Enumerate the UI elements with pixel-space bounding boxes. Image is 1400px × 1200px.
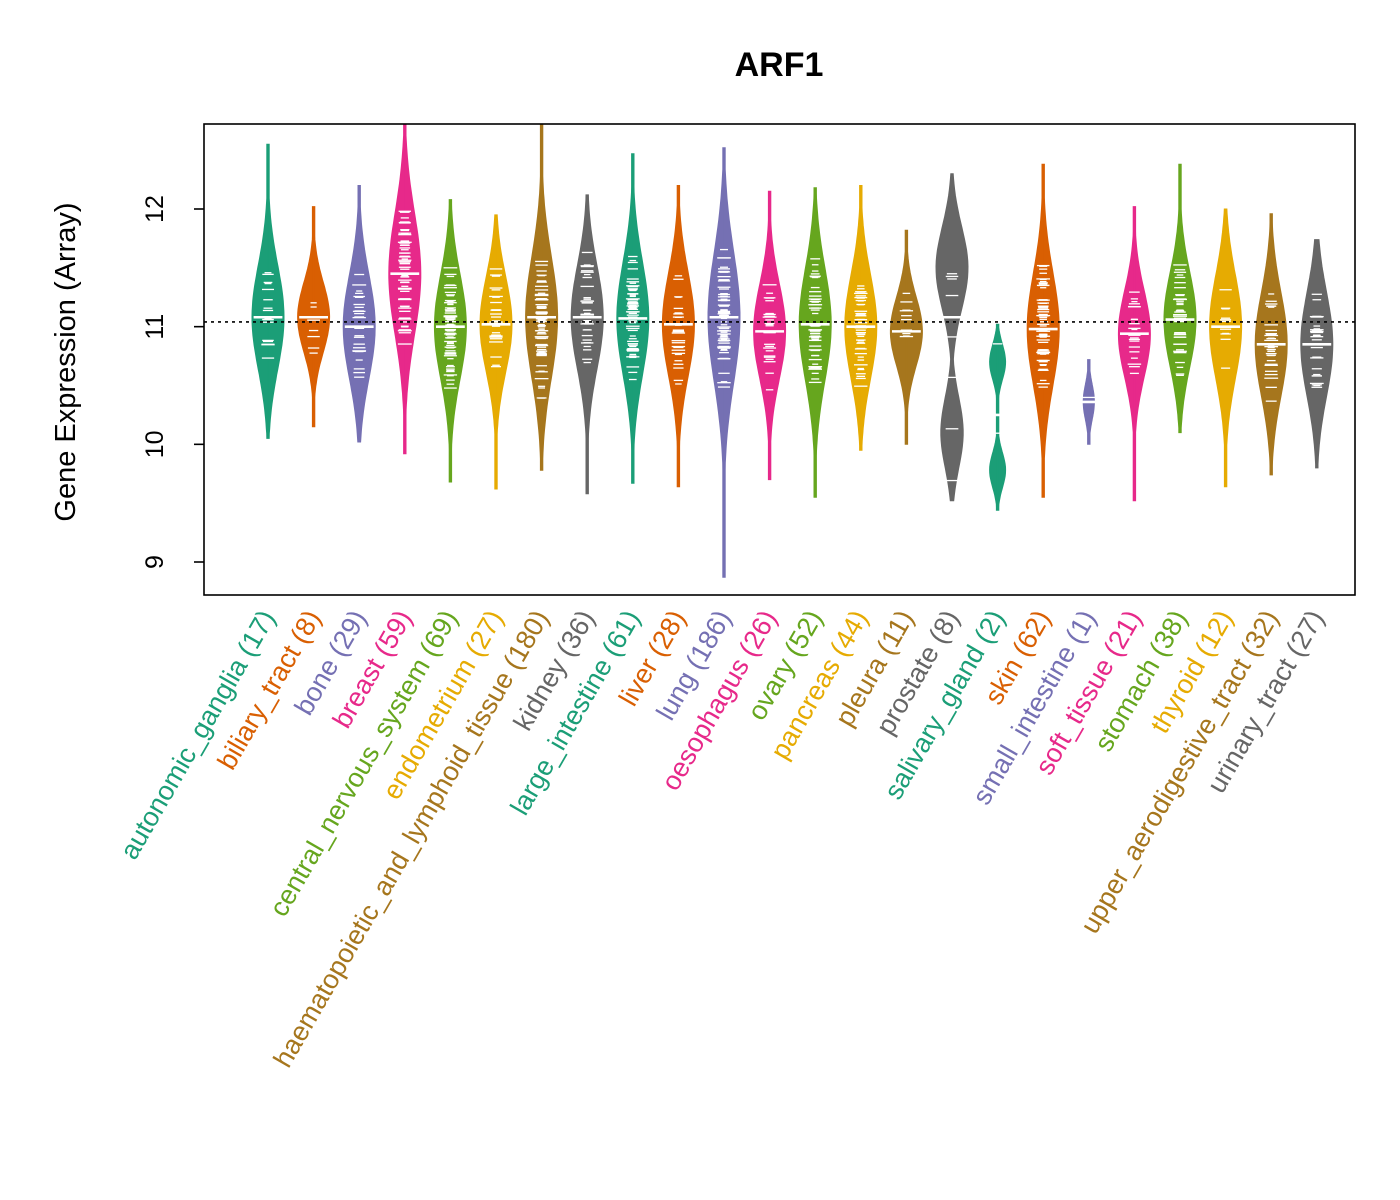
x-axis-category-labels: autonomic_ganglia (17)biliary_tract (8)b… — [114, 605, 1330, 1072]
violin-liver — [661, 185, 695, 488]
y-tick-label: 11 — [141, 314, 169, 340]
violin-breast — [388, 123, 422, 455]
y-axis-label: Gene Expression (Array) — [50, 202, 82, 521]
violin-skin — [1026, 163, 1060, 498]
violin-stomach — [1163, 163, 1197, 434]
violin-pancreas — [844, 185, 878, 451]
violin-central_nervous_system — [433, 199, 467, 483]
plot-frame — [203, 123, 1356, 596]
violin-lung — [707, 147, 741, 578]
violin-prostate — [935, 173, 969, 502]
violin-biliary_tract — [297, 206, 331, 428]
violin-oesophagus — [753, 190, 787, 481]
violin-kidney — [570, 194, 604, 495]
violin-haematopoietic_and_lymphoid_tissue — [525, 123, 559, 471]
y-tick-label: 9 — [141, 555, 169, 569]
violin-endometrium — [479, 214, 513, 490]
violin-ovary — [798, 187, 832, 498]
y-tick-label: 10 — [141, 430, 169, 458]
violin-urinary_tract — [1300, 239, 1334, 469]
violin-pleura — [889, 229, 923, 445]
violin-soft_tissue — [1117, 206, 1151, 502]
violin-autonomic_ganglia — [251, 143, 285, 439]
violin-salivary_gland — [983, 323, 1012, 511]
violin-small_intestine — [1074, 359, 1104, 445]
violin-thyroid — [1209, 208, 1243, 488]
chart-title: ARF1 — [735, 46, 824, 84]
violin-upper_aerodigestive_tract — [1254, 213, 1288, 476]
y-tick-label: 12 — [141, 195, 169, 223]
violin-series — [251, 123, 1334, 578]
violin-bone — [342, 185, 376, 443]
y-axis: 9 10 11 12 — [141, 195, 204, 569]
violin-large_intestine — [616, 153, 650, 484]
